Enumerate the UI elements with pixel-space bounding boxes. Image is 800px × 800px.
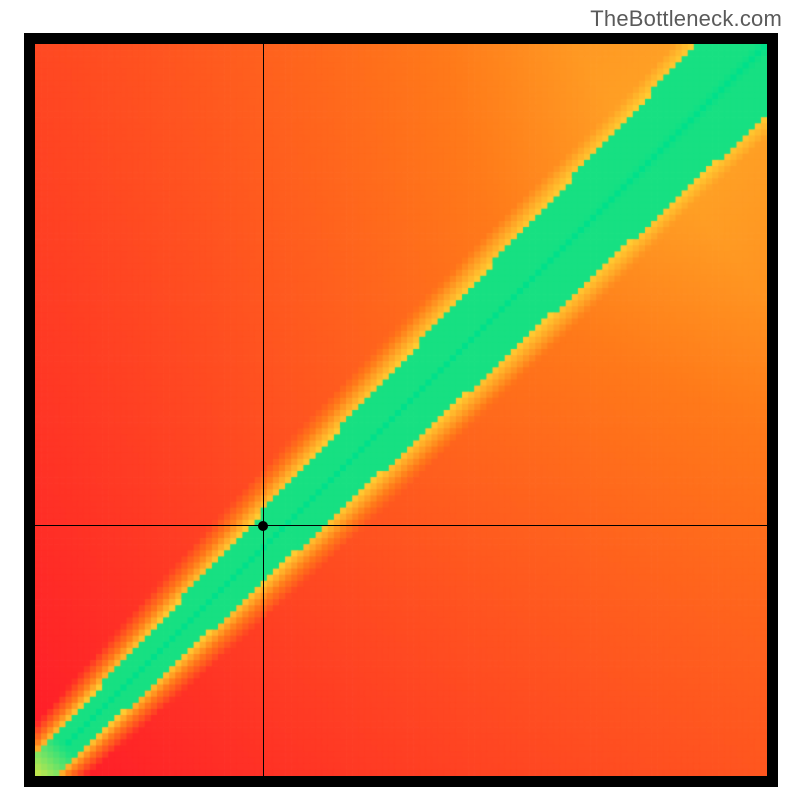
crosshair-marker [258,521,268,531]
bottleneck-heatmap [35,44,767,776]
plot-frame-left [24,33,35,787]
plot-frame-bottom [24,776,778,787]
watermark-text: TheBottleneck.com [590,6,782,32]
crosshair-horizontal [35,525,767,526]
plot-frame-right [767,33,778,787]
plot-frame-top [24,33,778,44]
crosshair-vertical [263,44,264,776]
